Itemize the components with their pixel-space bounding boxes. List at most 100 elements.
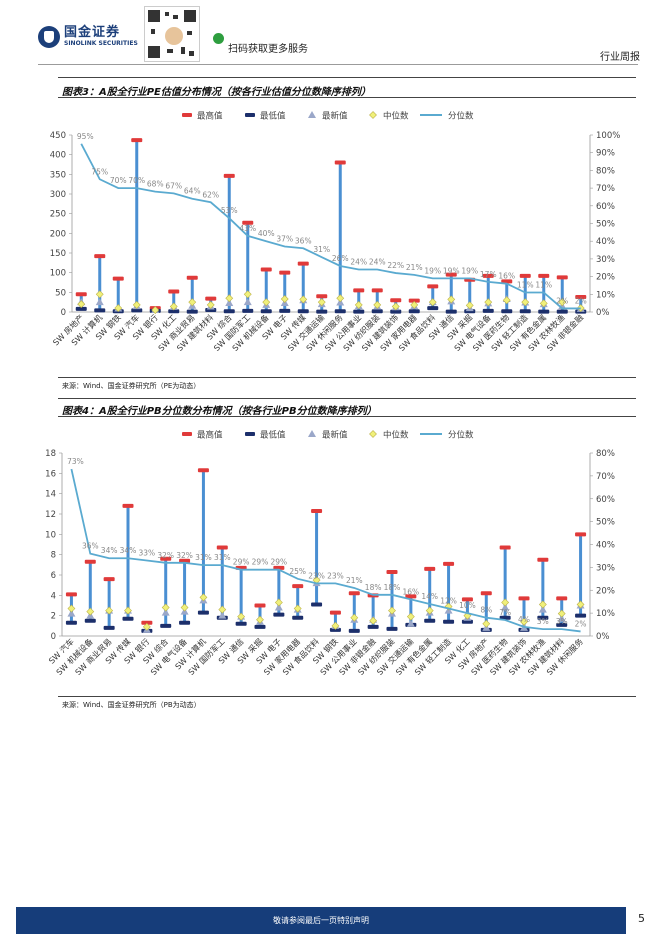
chart2-median-marker — [180, 603, 189, 612]
chart1-min-marker — [75, 306, 87, 311]
chart1-percentile-label: 24% — [369, 258, 386, 267]
chart1-min-marker — [482, 308, 494, 313]
chart1-max-marker — [353, 288, 365, 293]
chart2-max-marker — [329, 610, 341, 615]
chart2-median-marker — [520, 617, 528, 626]
chart2-percentile-label: 29% — [233, 558, 250, 567]
chart2-latest-marker — [67, 609, 76, 617]
chart2-latest-marker — [501, 603, 510, 611]
chart2-max-marker — [292, 584, 304, 589]
chart1-top-rule — [58, 77, 636, 78]
chart1-max-marker — [390, 298, 402, 303]
chart1-percentile-label: 70% — [128, 176, 145, 185]
chart1-median-marker — [169, 302, 178, 311]
chart2-min-marker — [84, 618, 96, 623]
chart1-median-marker — [299, 295, 308, 304]
chart2-percentile-label: 4% — [518, 615, 530, 624]
chart1-percentile-label: 22% — [387, 261, 404, 270]
chart2-percentile-label: 8% — [480, 606, 492, 615]
chart2-max-marker — [141, 620, 153, 625]
chart2-legend-min-marker — [245, 432, 255, 436]
chart2-percentile-label: 18% — [384, 583, 401, 592]
chart1-median-marker — [521, 298, 530, 307]
chart1-percentile-label: 2% — [575, 296, 587, 305]
chart1-median-marker — [428, 298, 437, 307]
header-divider — [38, 64, 638, 65]
chart1-y-tick-label: 350 — [50, 170, 66, 180]
chart2-max-marker — [518, 596, 530, 601]
chart1-max-marker — [371, 288, 383, 293]
chart1-median-marker — [225, 294, 234, 303]
chart2-latest-marker — [538, 605, 547, 613]
chart1-percentile-label: 53% — [221, 206, 238, 215]
chart2-y-tick-label: 0 — [51, 632, 56, 642]
chart1-percentile-label: 19% — [443, 266, 460, 275]
chart1-median-marker — [539, 299, 548, 308]
chart1-median-marker — [262, 298, 271, 307]
chart1-min-marker — [371, 309, 383, 314]
chart1-min-marker — [427, 306, 439, 311]
chart2-min-marker — [575, 613, 587, 618]
chart2-median-marker — [142, 622, 151, 631]
chart1-min-marker — [297, 309, 309, 314]
report-type-label: 行业周报 — [600, 52, 640, 63]
chart1-percentile-label: 26% — [332, 254, 349, 263]
chart1-max-marker — [223, 173, 235, 178]
chart1-percentile-label: 40% — [258, 229, 275, 238]
chart1-min-marker — [390, 309, 402, 314]
pb-range-chart: 最高值 最低值 最新值 中位数 分位数 0 2 4 6 8 10 12 14 16 18 0% 10% 20% 30… — [45, 430, 615, 678]
chart1-y2-tick-label: 30% — [596, 255, 615, 265]
chart2-median-marker — [274, 598, 283, 607]
chart1-percentile-label: 37% — [276, 235, 293, 244]
chart1-latest-marker — [243, 298, 252, 306]
chart2-median-marker — [369, 616, 378, 625]
chart2-max-marker — [84, 559, 96, 564]
chart1-min-marker — [131, 308, 143, 313]
logo-en-text: SINOLINK SECURITIES — [64, 40, 138, 47]
chart1-percentile-label: 43% — [239, 224, 256, 233]
chart1-legend-median-label: 中位数 — [383, 111, 409, 122]
disclaimer-text[interactable]: 敬请参阅最后一页特别声明 — [273, 916, 369, 925]
chart1-max-marker — [427, 284, 439, 289]
chart2-y-tick-label: 8 — [51, 551, 56, 561]
mini-program-icon — [213, 33, 224, 44]
chart1-bottom-rule — [58, 377, 636, 378]
chart2-percentile-label: 32% — [157, 551, 174, 560]
chart2-bottom-rule — [58, 696, 636, 697]
chart1-median-marker — [280, 295, 289, 303]
chart2-median-marker — [105, 606, 114, 615]
chart2-title-rule — [58, 416, 636, 417]
chart1-percentile-label: 64% — [184, 187, 201, 196]
chart1-min-marker — [186, 309, 198, 314]
chart2-min-marker — [235, 621, 247, 626]
chart2-median-marker — [576, 600, 585, 609]
chart2-median-marker — [557, 609, 566, 618]
chart1-max-marker — [260, 267, 272, 272]
chart2-percentile-label: 14% — [421, 592, 438, 601]
chart2-min-marker — [424, 618, 436, 623]
chart1-median-marker — [336, 294, 345, 303]
chart1-median-marker — [95, 290, 104, 299]
chart1-median-marker — [354, 300, 363, 309]
chart1-legend-max-marker — [182, 113, 192, 117]
qr-code-icon[interactable] — [144, 6, 200, 62]
chart1-min-marker — [94, 308, 106, 313]
chart1-y-tick-label: 300 — [50, 190, 66, 200]
chart1-percentile-label: 75% — [91, 167, 108, 176]
chart2-median-marker — [199, 593, 208, 602]
chart2-percentile-label: 3% — [556, 617, 568, 626]
chart1-y2-tick-label: 70% — [596, 184, 615, 194]
chart2-percentile-label: 29% — [271, 558, 288, 567]
chart1-median-marker — [114, 304, 123, 312]
chart2-max-marker — [405, 594, 417, 599]
chart2-y-tick-label: 4 — [51, 591, 56, 601]
chart1-legend-latest-label: 最新值 — [322, 111, 348, 122]
chart2-median-marker — [538, 600, 547, 609]
chart2-max-marker — [65, 592, 77, 597]
chart1-median-marker — [410, 300, 419, 309]
chart2-median-marker — [425, 606, 434, 615]
chart2-max-marker — [499, 545, 511, 550]
chart1-percentile-label: 16% — [498, 272, 515, 281]
chart2-legend-latest-marker — [308, 430, 316, 437]
chart1-percentile-label: 70% — [110, 176, 127, 185]
